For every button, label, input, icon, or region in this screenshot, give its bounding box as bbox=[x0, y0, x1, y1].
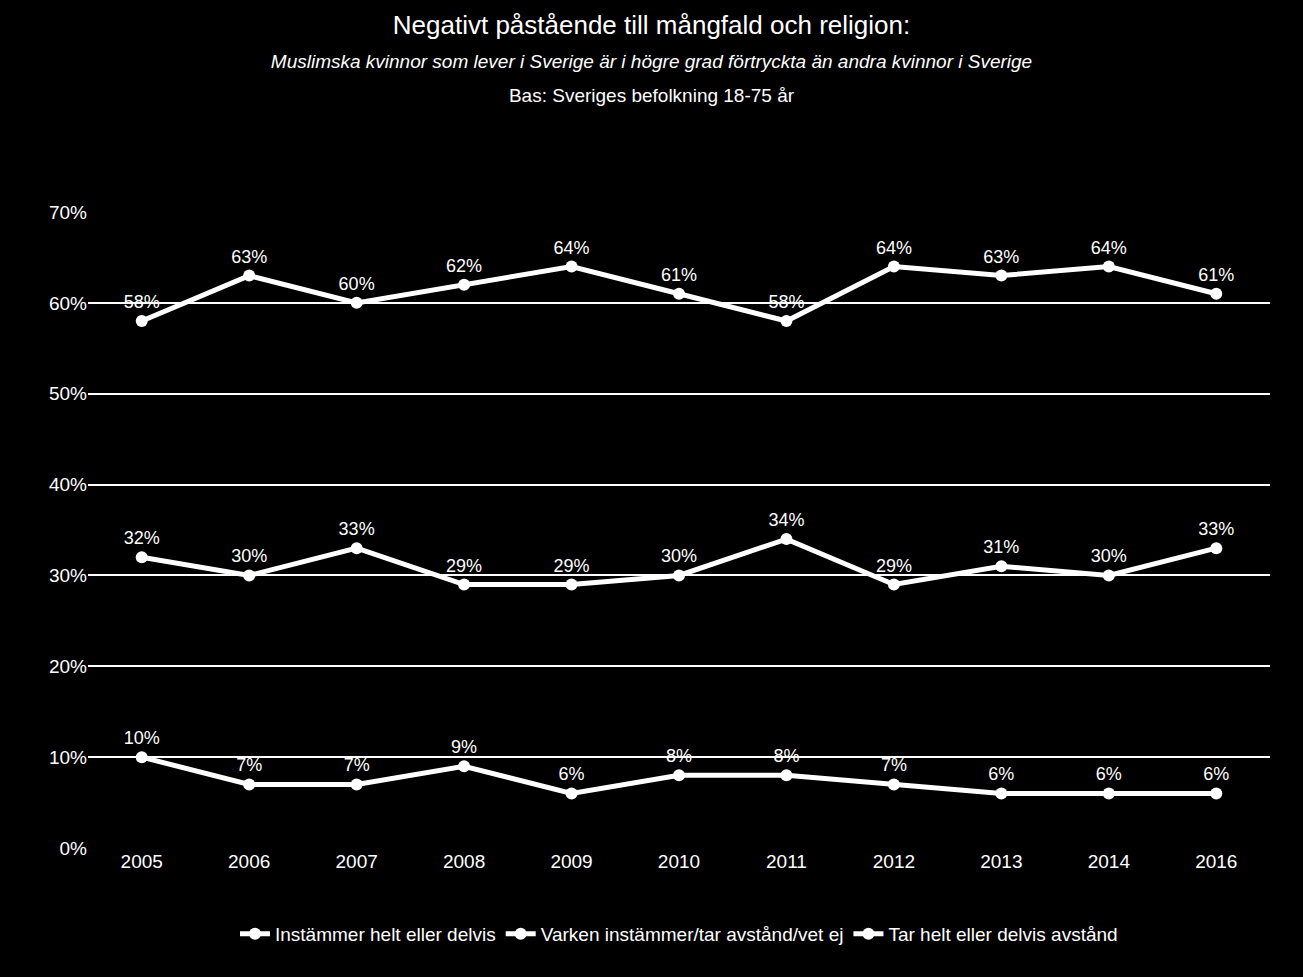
svg-text:2012: 2012 bbox=[873, 851, 915, 872]
svg-text:6%: 6% bbox=[1203, 764, 1229, 784]
svg-text:58%: 58% bbox=[768, 292, 804, 312]
svg-text:10%: 10% bbox=[49, 747, 87, 768]
svg-text:62%: 62% bbox=[446, 256, 482, 276]
svg-text:2016: 2016 bbox=[1195, 851, 1237, 872]
svg-text:2008: 2008 bbox=[443, 851, 485, 872]
svg-text:32%: 32% bbox=[124, 528, 160, 548]
svg-text:30%: 30% bbox=[49, 565, 87, 586]
svg-text:2011: 2011 bbox=[766, 851, 807, 872]
svg-text:34%: 34% bbox=[768, 510, 804, 530]
svg-text:70%: 70% bbox=[49, 202, 87, 223]
svg-text:6%: 6% bbox=[559, 764, 585, 784]
svg-text:63%: 63% bbox=[983, 247, 1019, 267]
svg-text:Varken instämmer/tar avstånd/v: Varken instämmer/tar avstånd/vet ej bbox=[541, 924, 844, 945]
svg-text:20%: 20% bbox=[49, 656, 87, 677]
svg-text:64%: 64% bbox=[554, 238, 590, 258]
svg-text:7%: 7% bbox=[881, 755, 907, 775]
svg-text:2006: 2006 bbox=[228, 851, 270, 872]
svg-text:10%: 10% bbox=[124, 728, 160, 748]
svg-text:8%: 8% bbox=[666, 746, 692, 766]
svg-text:2013: 2013 bbox=[980, 851, 1022, 872]
svg-text:60%: 60% bbox=[49, 293, 87, 314]
svg-text:8%: 8% bbox=[773, 746, 799, 766]
svg-text:Negativt påstående till mångfa: Negativt påstående till mångfald och rel… bbox=[271, 10, 1032, 106]
svg-text:29%: 29% bbox=[446, 556, 482, 576]
svg-text:64%: 64% bbox=[1091, 238, 1127, 258]
svg-text:61%: 61% bbox=[1198, 265, 1234, 285]
svg-text:30%: 30% bbox=[231, 546, 267, 566]
svg-text:64%: 64% bbox=[876, 238, 912, 258]
svg-text:60%: 60% bbox=[339, 274, 375, 294]
svg-text:30%: 30% bbox=[661, 546, 697, 566]
svg-text:2007: 2007 bbox=[335, 851, 377, 872]
svg-text:2014: 2014 bbox=[1088, 851, 1131, 872]
svg-text:50%: 50% bbox=[49, 383, 87, 404]
svg-text:0%: 0% bbox=[60, 838, 88, 859]
svg-text:7%: 7% bbox=[344, 755, 370, 775]
svg-text:31%: 31% bbox=[983, 537, 1019, 557]
svg-text:58%: 58% bbox=[124, 292, 160, 312]
svg-text:9%: 9% bbox=[451, 737, 477, 757]
svg-text:63%: 63% bbox=[231, 247, 267, 267]
svg-text:30%: 30% bbox=[1091, 546, 1127, 566]
svg-text:2005: 2005 bbox=[121, 851, 163, 872]
svg-text:2009: 2009 bbox=[550, 851, 592, 872]
svg-text:29%: 29% bbox=[876, 556, 912, 576]
svg-text:33%: 33% bbox=[339, 519, 375, 539]
svg-text:40%: 40% bbox=[49, 474, 87, 495]
svg-text:29%: 29% bbox=[554, 556, 590, 576]
svg-text:2010: 2010 bbox=[658, 851, 700, 872]
svg-text:6%: 6% bbox=[988, 764, 1014, 784]
svg-text:6%: 6% bbox=[1096, 764, 1122, 784]
svg-text:Tar helt eller delvis avstånd: Tar helt eller delvis avstånd bbox=[888, 924, 1117, 945]
svg-text:Instämmer helt eller delvis: Instämmer helt eller delvis bbox=[275, 924, 496, 945]
svg-text:61%: 61% bbox=[661, 265, 697, 285]
svg-text:33%: 33% bbox=[1198, 519, 1234, 539]
svg-text:7%: 7% bbox=[236, 755, 262, 775]
